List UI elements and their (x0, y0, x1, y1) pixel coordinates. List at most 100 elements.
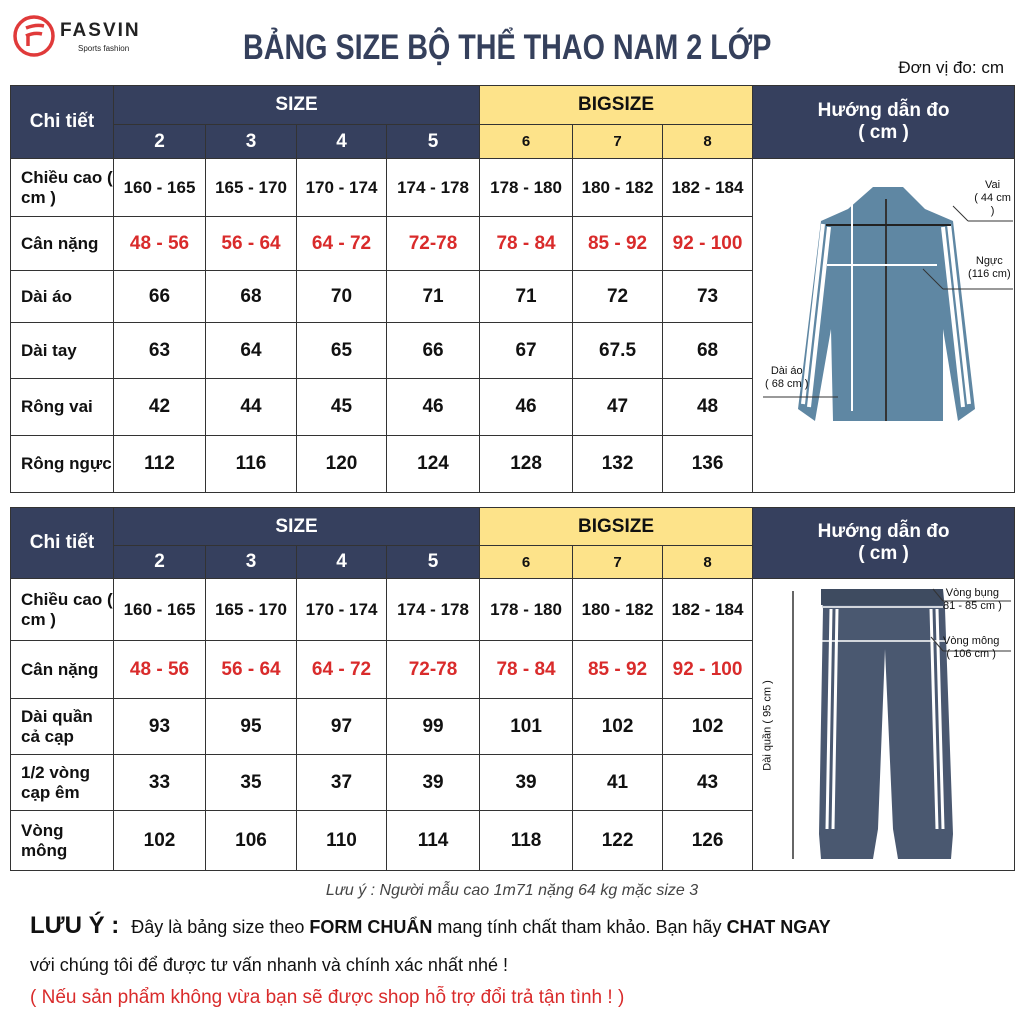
table-row: Dài quần cả cạp 93 95 97 99 101 102 102 (10, 698, 1015, 755)
size-value: 165 - 170 (205, 158, 297, 217)
size-value: 114 (385, 810, 481, 871)
size-value: 182 - 184 (662, 158, 754, 217)
size-value: 116 (205, 435, 297, 493)
row-label: Cân nặng (10, 216, 114, 271)
size-value: 102 (113, 810, 206, 871)
size-value: 170 - 174 (296, 578, 387, 641)
table-row: Vòng mông 102 106 110 114 118 122 126 (10, 810, 1015, 871)
size-value: 71 (479, 270, 574, 323)
size-value: 112 (113, 435, 206, 493)
size-value: 97 (296, 698, 387, 755)
size-value: 128 (479, 435, 574, 493)
size-value: 174 - 178 (385, 158, 481, 217)
size-value: 102 (662, 698, 754, 755)
size-value: 85 - 92 (572, 640, 664, 699)
jacket-size-table: Chi tiết SIZE BIGSIZE Hướng dẫn đo( cm ) 2 3 4… (10, 85, 1016, 493)
size-header: SIZE (112, 85, 481, 125)
size-value: 122 (572, 810, 664, 871)
size-value: 102 (572, 698, 664, 755)
size-value: 48 - 56 (113, 216, 206, 271)
size-value: 124 (385, 435, 481, 493)
size-value: 37 (296, 754, 387, 811)
exchange-note: ( Nếu sản phẩm không vừa bạn sẽ được sho… (30, 987, 625, 1008)
size-column-header: 7 (572, 124, 664, 159)
size-value: 41 (572, 754, 664, 811)
logo-mark-icon (13, 15, 55, 57)
table-row: Chiều cao ( cm ) 160 - 165 165 - 170 170 - … (10, 158, 1016, 493)
waist-annotation: Vòng bụng 81 - 85 cm ) (943, 587, 1002, 612)
notice-text: mang tính chất tham khảo. Bạn hãy (432, 917, 727, 937)
row-label: Vòng mông (10, 810, 114, 871)
table-row: Rông ngực 112 116 120 124 128 132 136 (10, 435, 1015, 493)
size-value: 39 (479, 754, 574, 811)
row-label: Dài tay (10, 322, 114, 379)
detail-header: Chi tiết (10, 507, 114, 579)
size-value: 118 (479, 810, 574, 871)
size-value: 106 (205, 810, 297, 871)
notice-line-2: với chúng tôi để được tư vấn nhanh và ch… (30, 955, 509, 975)
size-header: SIZE (112, 507, 481, 546)
size-value: 44 (205, 378, 297, 436)
size-value: 64 (205, 322, 297, 379)
size-value: 72 (572, 270, 664, 323)
size-value: 178 - 180 (479, 158, 574, 217)
bigsize-header: BIGSIZE (479, 507, 754, 546)
size-value: 43 (662, 754, 754, 811)
size-column-header: 2 (113, 124, 206, 159)
chat-now-text: CHAT NGAY (726, 917, 831, 937)
table-row: 1/2 vòng cạp êm 33 35 37 39 39 41 43 (10, 754, 1015, 811)
size-value: 180 - 182 (572, 578, 664, 641)
brand-name: FASVIN (60, 20, 141, 41)
size-value: 42 (113, 378, 206, 436)
size-value: 63 (113, 322, 206, 379)
size-value: 160 - 165 (113, 158, 206, 217)
size-value: 56 - 64 (205, 640, 297, 699)
size-value: 78 - 84 (479, 216, 574, 271)
size-column-header: 4 (296, 124, 387, 159)
size-value: 33 (113, 754, 206, 811)
size-value: 72-78 (385, 640, 481, 699)
measure-guide: Vòng bụng 81 - 85 cm ) Vòng mông( 106 cm … (752, 578, 1016, 871)
size-value: 182 - 184 (662, 578, 754, 641)
size-value: 178 - 180 (479, 578, 574, 641)
size-value: 67.5 (572, 322, 664, 379)
guide-header: Hướng dẫn đo( cm ) (752, 507, 1016, 579)
size-column-header: 5 (385, 545, 481, 579)
size-value: 68 (205, 270, 297, 323)
model-note: Lưu ý : Người mẫu cao 1m71 nặng 64 kg mặ… (325, 882, 699, 899)
notice-text: Đây là bảng size theo (131, 917, 310, 937)
jacket-illustration (763, 187, 1014, 421)
size-value: 101 (479, 698, 574, 755)
size-column-header: 4 (296, 545, 387, 579)
size-value: 65 (296, 322, 387, 379)
size-column-header: 7 (572, 545, 664, 579)
size-value: 48 (662, 378, 754, 436)
brand-logo (12, 12, 162, 62)
size-column-header: 3 (205, 124, 297, 159)
pants-length-annotation: Dài quần ( 95 cm ) (761, 680, 774, 771)
notice-line: LƯU Ý : Đây là bảng size theo FORM CHUẨN … (30, 912, 831, 940)
size-value: 45 (296, 378, 387, 436)
pants-size-table: Chi tiết SIZE BIGSIZE Hướng dẫn đo( cm ) 2 3 4… (10, 507, 1016, 871)
size-value: 160 - 165 (113, 578, 206, 641)
size-value: 174 - 178 (385, 578, 481, 641)
size-value: 136 (662, 435, 754, 493)
notice-label: LƯU Ý : (30, 912, 120, 939)
size-value: 71 (385, 270, 481, 323)
size-column-header: 6 (479, 545, 574, 579)
row-label: Chiều cao ( cm ) (10, 578, 114, 641)
hip-annotation: Vòng mông( 106 cm ) (943, 635, 1000, 660)
size-value: 73 (662, 270, 754, 323)
table-row: Chiều cao ( cm ) 160 - 165 165 - 170 170 - … (10, 578, 1016, 871)
size-value: 95 (205, 698, 297, 755)
size-value: 68 (662, 322, 754, 379)
notice-bold: FORM CHUẨN (309, 917, 433, 937)
bigsize-header: BIGSIZE (479, 85, 754, 125)
size-value: 70 (296, 270, 387, 323)
row-label: Chiều cao ( cm ) (10, 158, 114, 217)
size-value: 46 (479, 378, 574, 436)
size-value: 46 (385, 378, 481, 436)
row-label: Cân nặng (10, 640, 114, 699)
detail-header: Chi tiết (10, 85, 114, 159)
size-column-header: 5 (385, 124, 481, 159)
